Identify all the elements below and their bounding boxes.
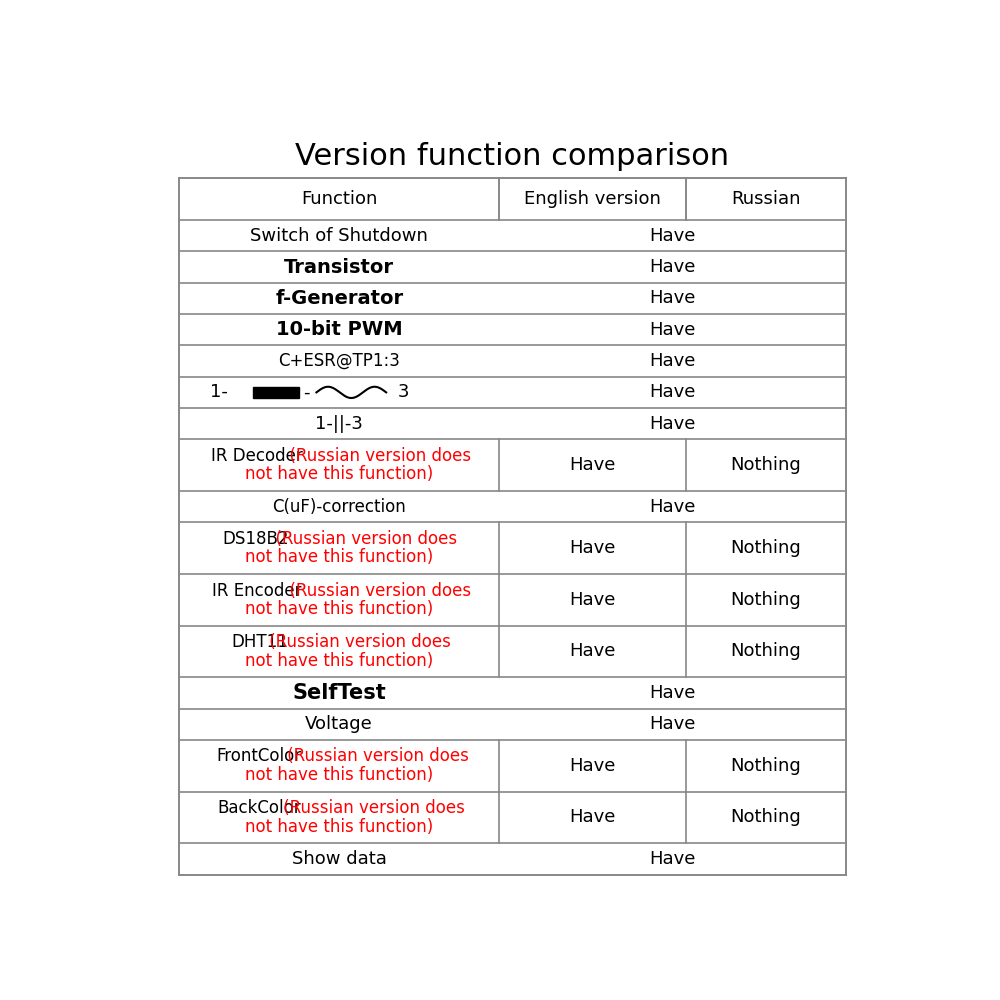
Text: -: - [303, 383, 310, 401]
Text: (Russian version does: (Russian version does [282, 747, 469, 765]
Text: (Russian version does: (Russian version does [279, 447, 471, 465]
Text: Have: Have [569, 591, 616, 609]
Text: Have: Have [569, 757, 616, 775]
Text: (Russian version does: (Russian version does [264, 633, 451, 651]
Text: DS18B2: DS18B2 [223, 530, 289, 548]
Text: Have: Have [649, 415, 696, 433]
Text: not have this function): not have this function) [245, 465, 433, 483]
Text: (Russian version does: (Russian version does [265, 530, 457, 548]
Text: Nothing: Nothing [730, 539, 801, 557]
Text: Have: Have [649, 227, 696, 245]
Text: Switch of Shutdown: Switch of Shutdown [250, 227, 428, 245]
Text: Have: Have [569, 642, 616, 660]
Text: Have: Have [649, 383, 696, 401]
Text: (Russian version does: (Russian version does [279, 582, 471, 600]
Text: Have: Have [649, 289, 696, 307]
Text: 3: 3 [398, 383, 409, 401]
Text: Have: Have [649, 321, 696, 339]
Text: Have: Have [649, 352, 696, 370]
Text: not have this function): not have this function) [245, 652, 433, 670]
Text: Nothing: Nothing [730, 642, 801, 660]
Text: Have: Have [649, 715, 696, 733]
Text: 1-: 1- [210, 383, 228, 401]
Text: (Russian version does: (Russian version does [278, 799, 465, 817]
Text: IR Decoder: IR Decoder [211, 447, 303, 465]
Text: Nothing: Nothing [730, 757, 801, 775]
Text: C+ESR@TP1:3: C+ESR@TP1:3 [278, 352, 400, 370]
Text: Russian: Russian [731, 190, 801, 208]
Text: Have: Have [569, 808, 616, 826]
Text: Nothing: Nothing [730, 591, 801, 609]
Text: Transistor: Transistor [284, 258, 394, 277]
FancyBboxPatch shape [253, 387, 299, 398]
Text: Have: Have [569, 456, 616, 474]
Text: f-Generator: f-Generator [275, 289, 403, 308]
Text: FrontColor: FrontColor [217, 747, 302, 765]
Text: 1-||-3: 1-||-3 [315, 415, 363, 433]
Text: C(uF)-correction: C(uF)-correction [272, 498, 406, 516]
Text: IR Encoder: IR Encoder [212, 582, 302, 600]
Text: 10-bit PWM: 10-bit PWM [276, 320, 403, 339]
Text: Have: Have [569, 539, 616, 557]
Text: Have: Have [649, 850, 696, 868]
Text: Have: Have [649, 258, 696, 276]
Text: Voltage: Voltage [305, 715, 373, 733]
Text: Have: Have [649, 684, 696, 702]
Text: Nothing: Nothing [730, 808, 801, 826]
Text: Show data: Show data [292, 850, 387, 868]
Text: Version function comparison: Version function comparison [295, 142, 730, 171]
Text: BackColor: BackColor [218, 799, 301, 817]
Text: not have this function): not have this function) [245, 600, 433, 618]
Text: not have this function): not have this function) [245, 818, 433, 836]
Text: Function: Function [301, 190, 377, 208]
Text: not have this function): not have this function) [245, 548, 433, 566]
Text: English version: English version [524, 190, 661, 208]
Text: not have this function): not have this function) [245, 766, 433, 784]
Text: Have: Have [649, 498, 696, 516]
Text: DHT11: DHT11 [231, 633, 288, 651]
Text: Nothing: Nothing [730, 456, 801, 474]
Text: SelfTest: SelfTest [292, 683, 386, 703]
